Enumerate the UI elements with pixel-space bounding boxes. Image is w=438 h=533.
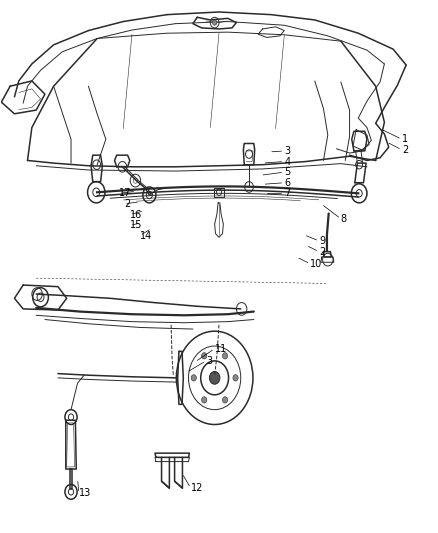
Circle shape (201, 397, 207, 403)
Text: 8: 8 (341, 214, 347, 224)
Text: 14: 14 (140, 231, 152, 241)
Text: 16: 16 (130, 209, 142, 220)
Circle shape (233, 375, 238, 381)
Text: 1: 1 (402, 134, 408, 144)
Text: 2: 2 (402, 145, 408, 155)
Circle shape (212, 20, 217, 25)
Text: 4: 4 (284, 157, 290, 166)
Circle shape (223, 353, 228, 359)
Text: 11: 11 (215, 344, 227, 354)
Text: 7: 7 (284, 188, 290, 198)
Circle shape (191, 375, 196, 381)
Text: 12: 12 (191, 483, 203, 493)
Text: 2: 2 (319, 247, 325, 257)
Circle shape (223, 397, 228, 403)
Text: 10: 10 (311, 259, 323, 269)
Text: 6: 6 (284, 177, 290, 188)
Circle shape (209, 372, 220, 384)
Text: 3: 3 (206, 356, 212, 366)
Text: 13: 13 (79, 488, 91, 498)
Text: 15: 15 (130, 220, 142, 230)
Text: 17: 17 (119, 188, 131, 198)
Text: 9: 9 (319, 236, 325, 246)
Text: 5: 5 (284, 167, 290, 177)
Circle shape (201, 353, 207, 359)
Text: 2: 2 (124, 199, 131, 209)
Text: 3: 3 (284, 146, 290, 156)
